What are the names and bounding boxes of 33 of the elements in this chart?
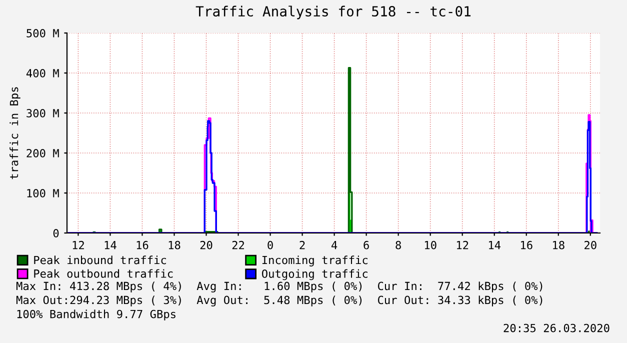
x-tick-label: 20 [584, 240, 596, 250]
x-tick-label: 2 [300, 240, 305, 250]
x-tick-label: 22 [232, 240, 244, 250]
x-tick-label: 14 [489, 241, 501, 250]
text: 100% Bandwidth 9.77 GBps [17, 310, 176, 320]
x-tick-label: 18 [553, 240, 564, 250]
x-tick-label: 12 [456, 240, 468, 250]
x-tick-label: 20 [200, 240, 212, 250]
y-tick-label: 0 [53, 229, 59, 238]
legend-label: Peak inbound traffic [34, 256, 166, 264]
y-tick-label: 400 M [26, 69, 59, 78]
legend-label: Peak outbound traffic [34, 269, 173, 278]
legend-label: Outgoing traffic [262, 269, 368, 280]
x-tick-label: 12 [72, 240, 84, 250]
y-tick-label: 100 M [27, 189, 59, 198]
text: Max In: 413.28 MBps ( 4%) Avg In: 1.60 MBps ( 0%) Cur In: 77.42 kBps ( 0%) [16, 282, 542, 292]
x-tick-label: 10 [424, 240, 436, 250]
x-tick-label: 16 [521, 240, 532, 250]
x-tick-label: 18 [168, 240, 180, 250]
x-tick-label: 4 [332, 241, 338, 250]
y-tick-label: 500 M [26, 29, 59, 38]
text: Max Out:294.23 MBps ( 3%) Avg Out: 5.48 MBps ( 0%) Cur Out: 34.33 kBps ( 0%) [16, 296, 542, 306]
x-tick-label: 6 [364, 240, 369, 250]
x-tick-label: 8 [396, 240, 401, 250]
legend-label: Incoming traffic [262, 256, 368, 266]
y-axis-title: traffic in Bps [10, 87, 20, 180]
x-tick-label: 0 [268, 240, 273, 250]
x-tick-label: 14 [104, 241, 116, 250]
x-tick-label: 16 [136, 240, 148, 250]
text: 20:35 26.03.2020 [504, 324, 610, 332]
chart-title: Traffic Analysis for 518 -- tc-01 [196, 6, 471, 20]
y-tick-label: 300 M [26, 109, 59, 118]
y-tick-label: 200 M [26, 149, 59, 158]
